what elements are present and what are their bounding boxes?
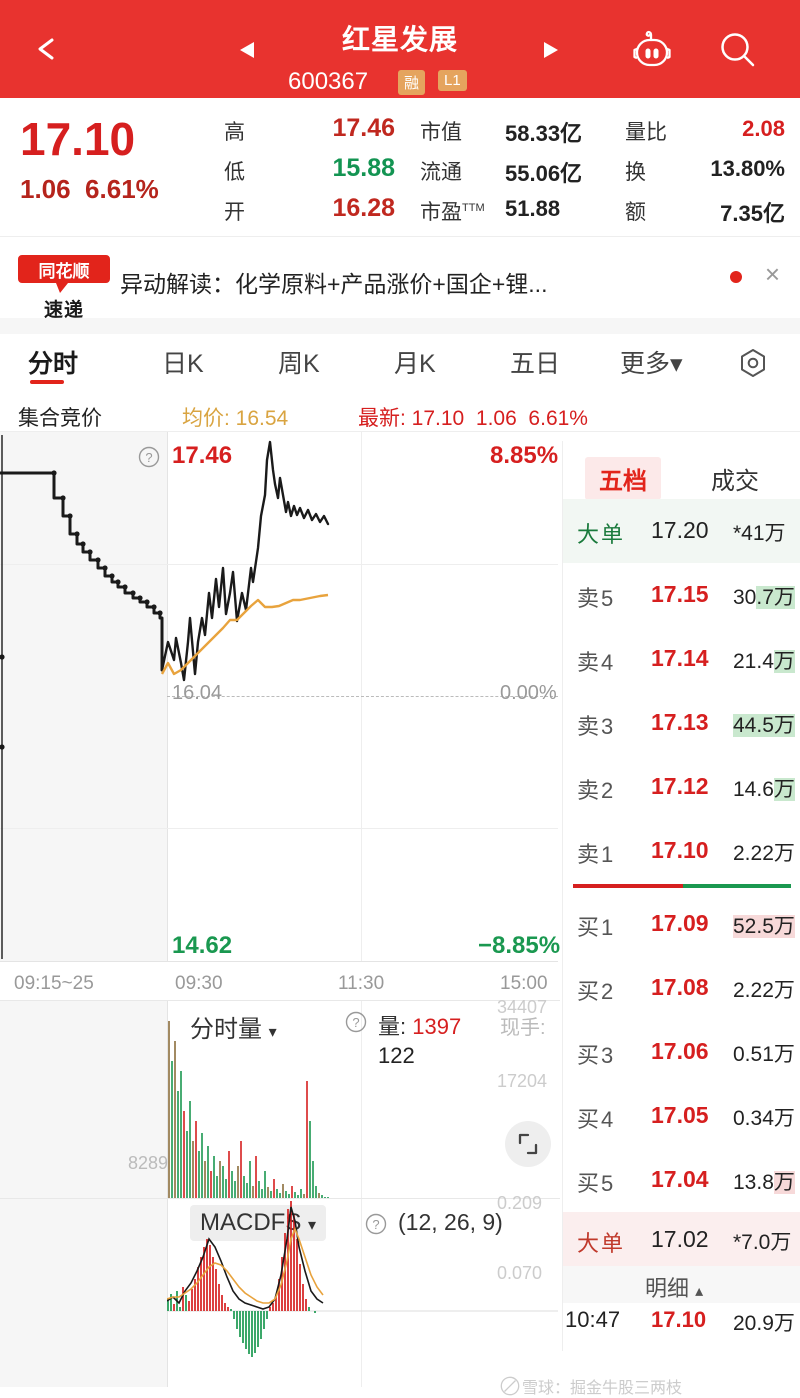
svg-text:同花顺: 同花顺 [39,261,90,281]
